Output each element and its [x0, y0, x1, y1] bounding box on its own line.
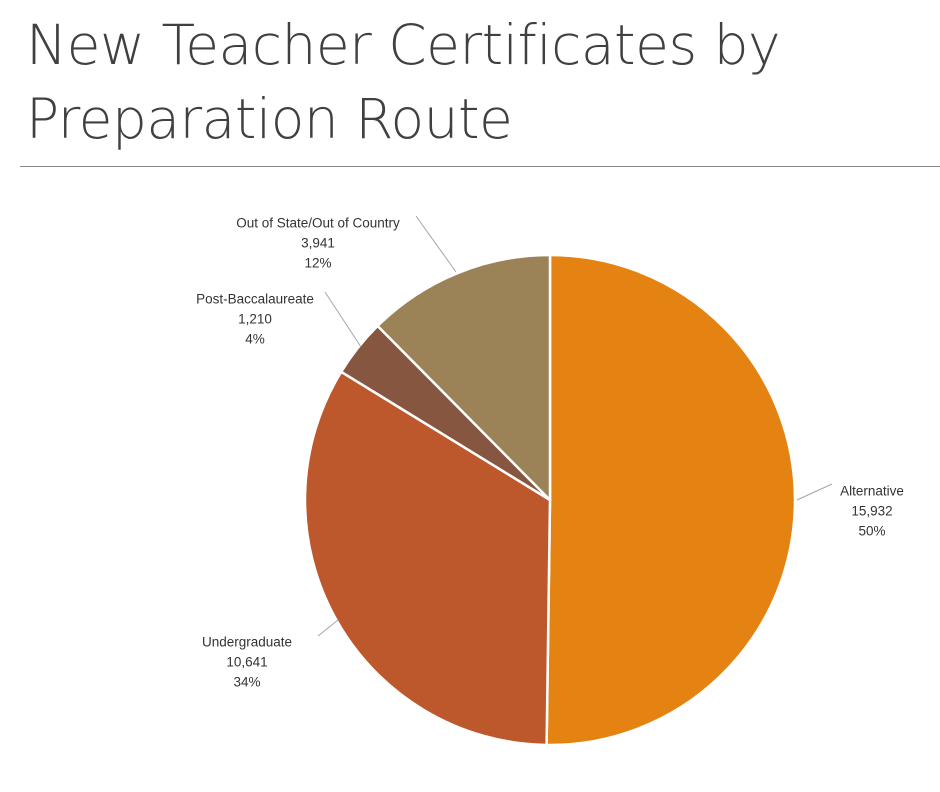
- data-label-name-alternative: Alternative: [840, 484, 904, 499]
- chart-title: New Teacher Certificates by Preparation …: [26, 13, 781, 151]
- pie-slices: [303, 253, 797, 747]
- data-label-value-undergraduate: 10,641: [226, 655, 267, 670]
- data-labels: Alternative 15,932 50% Undergraduate 10,641 3…: [196, 216, 904, 690]
- leader-line-undergraduate: [317, 619, 339, 637]
- leader-line-post-baccalaureate: [324, 291, 362, 348]
- data-label-value-alternative: 15,932: [851, 504, 892, 519]
- pie-slice-undergraduate: [303, 370, 552, 747]
- leader-line-alternative: [796, 483, 833, 501]
- leader-line-out-of-state-out-of-country: [415, 215, 457, 273]
- data-label-percent-post-baccalaureate: 4%: [245, 332, 265, 347]
- leader-lines: [317, 215, 833, 637]
- data-label-percent-alternative: 50%: [858, 524, 885, 539]
- data-label-value-post-baccalaureate: 1,210: [238, 312, 272, 327]
- data-label-percent-undergraduate: 34%: [233, 675, 260, 690]
- pie-slice-alternative: [545, 253, 797, 747]
- data-label-value-out-of-state-out-of-country: 3,941: [301, 236, 335, 251]
- title-divider: [20, 166, 940, 167]
- pie-slice-out-of-state-out-of-country: [376, 253, 552, 502]
- data-label-name-undergraduate: Undergraduate: [202, 635, 292, 650]
- data-label-name-post-baccalaureate: Post-Baccalaureate: [196, 292, 314, 307]
- data-label-name-out-of-state-out-of-country: Out of State/Out of Country: [236, 216, 400, 231]
- data-label-percent-out-of-state-out-of-country: 12%: [304, 256, 331, 271]
